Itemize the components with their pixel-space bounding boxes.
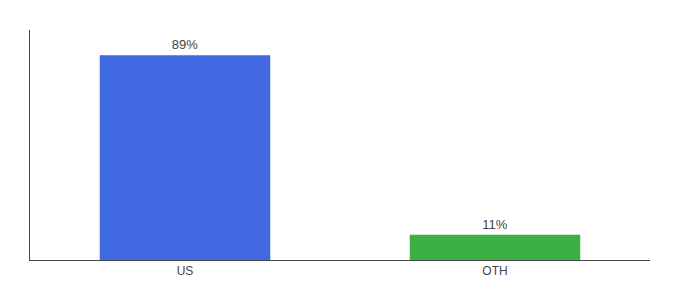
svg-text:US: US [177,264,194,278]
svg-text:11%: 11% [482,217,507,232]
svg-text:89%: 89% [172,37,198,52]
svg-text:OTH: OTH [482,264,507,278]
